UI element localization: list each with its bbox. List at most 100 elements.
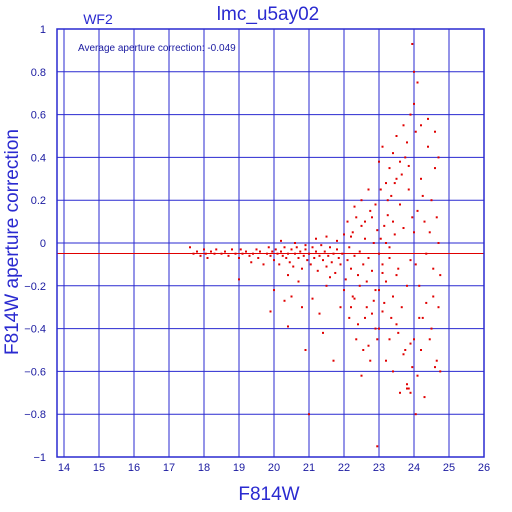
x-tick-label: 18 [198, 462, 210, 474]
data-point [318, 254, 321, 257]
data-point [343, 289, 345, 292]
data-point [336, 239, 338, 242]
data-point [376, 229, 379, 232]
data-point [210, 250, 212, 253]
data-point [360, 199, 363, 202]
grid [57, 29, 484, 457]
data-point [372, 242, 375, 244]
data-point [322, 331, 324, 334]
y-axis-label: F814W aperture correction [2, 129, 23, 355]
data-point [269, 310, 272, 313]
data-point [327, 254, 330, 257]
data-point [365, 306, 368, 309]
data-point [346, 220, 349, 223]
data-point [381, 271, 384, 274]
data-point [315, 237, 317, 240]
data-point [386, 214, 389, 217]
data-point [259, 250, 261, 253]
x-tick-label: 20 [268, 462, 280, 474]
data-point [369, 359, 372, 362]
data-point [355, 216, 358, 219]
data-point [439, 274, 442, 277]
data-point [204, 252, 207, 255]
data-point [318, 312, 321, 315]
data-point [392, 220, 394, 223]
data-point [360, 224, 363, 227]
data-point [432, 295, 435, 298]
data-point [365, 280, 368, 283]
data-point [362, 263, 365, 266]
x-tick-label: 16 [128, 462, 140, 474]
data-point [301, 306, 303, 309]
data-point [301, 267, 303, 270]
data-point [428, 231, 431, 234]
data-point [189, 246, 191, 249]
data-point [336, 248, 338, 251]
data-point [437, 242, 440, 244]
data-point [406, 141, 408, 144]
data-point [267, 246, 270, 249]
data-point [392, 295, 394, 298]
data-point [360, 374, 363, 377]
data-point [358, 284, 361, 287]
data-point [425, 252, 428, 255]
data-point [224, 250, 226, 253]
data-point [329, 246, 331, 249]
data-point [292, 265, 295, 268]
data-point [353, 205, 356, 208]
data-point [325, 265, 328, 268]
data-point [413, 102, 415, 105]
data-point [255, 248, 258, 251]
data-point [290, 248, 293, 251]
data-point [388, 338, 391, 341]
data-point [393, 182, 396, 185]
data-point [371, 269, 373, 272]
data-point [350, 235, 352, 238]
data-point [231, 248, 233, 251]
data-point [421, 316, 424, 319]
data-point [215, 248, 218, 251]
data-point [350, 267, 352, 270]
data-point [423, 396, 426, 399]
data-point [404, 349, 407, 351]
data-point [385, 359, 387, 362]
data-point [346, 259, 349, 262]
data-point [306, 259, 309, 262]
data-point [311, 297, 314, 300]
data-point [409, 391, 412, 394]
data-point [299, 250, 302, 253]
x-tick-label: 26 [478, 462, 490, 474]
x-tick-labels: 14 15 16 17 18 19 20 21 22 23 24 25 26 [58, 462, 490, 474]
data-point [353, 254, 356, 257]
y-tick-label: −0.8 [24, 409, 46, 421]
data-point [325, 235, 328, 238]
x-tick-label: 23 [373, 462, 385, 474]
data-point [385, 280, 387, 283]
data-point [364, 220, 366, 223]
data-point [337, 256, 340, 259]
data-point [308, 252, 310, 255]
data-point [280, 239, 282, 242]
data-point [367, 256, 370, 259]
data-point [287, 252, 289, 255]
data-point [294, 242, 296, 244]
data-point [276, 252, 279, 255]
data-point [287, 274, 289, 277]
data-point [418, 284, 421, 287]
data-point [385, 242, 387, 244]
y-tick-label: 0.6 [31, 110, 46, 122]
data-point [353, 297, 356, 300]
data-point [411, 366, 414, 369]
data-point [400, 306, 403, 309]
data-point [413, 338, 415, 341]
data-point [294, 252, 296, 255]
data-point [409, 113, 412, 116]
data-point [234, 252, 237, 255]
data-point [430, 199, 433, 202]
data-point [390, 194, 393, 197]
data-point [334, 271, 337, 274]
data-point [271, 250, 274, 253]
x-tick-label: 22 [338, 462, 350, 474]
data-point [399, 203, 401, 206]
y-tick-label: 0.2 [31, 195, 46, 207]
